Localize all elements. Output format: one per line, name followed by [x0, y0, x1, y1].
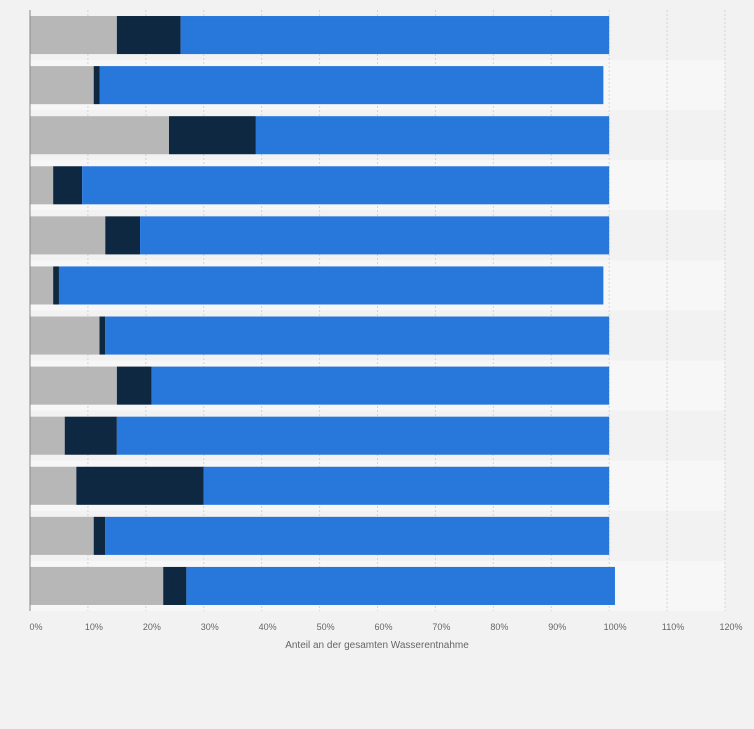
bar-segment-2[interactable]	[76, 466, 204, 505]
bar-segment-1[interactable]	[30, 216, 106, 255]
bar-segment-1[interactable]	[30, 316, 100, 355]
bar-segment-3[interactable]	[58, 266, 604, 305]
bar-segment-3[interactable]	[99, 66, 604, 105]
x-tick-label: 60%	[374, 622, 392, 632]
bar-segment-2[interactable]	[53, 266, 59, 305]
bar-segment-1[interactable]	[30, 466, 77, 505]
x-tick-label: 70%	[432, 622, 450, 632]
bar-segment-2[interactable]	[53, 166, 83, 205]
bars	[30, 16, 615, 605]
bar-segment-2[interactable]	[163, 566, 187, 605]
x-tick-label: 20%	[143, 622, 161, 632]
x-tick-labels: 0% 10% 20% 30% 40% 50% 60% 70% 80% 90% 100% 110% 120…	[29, 622, 742, 632]
bar-segment-2[interactable]	[93, 66, 100, 105]
bar-segment-1[interactable]	[30, 16, 117, 55]
bar-segment-3[interactable]	[255, 116, 610, 155]
x-tick-label: 10%	[85, 622, 103, 632]
x-tick-label: 120%	[719, 622, 742, 632]
x-tick-label: 40%	[259, 622, 277, 632]
x-tick-label: 30%	[201, 622, 219, 632]
bar-segment-3[interactable]	[105, 316, 610, 355]
bar-segment-1[interactable]	[30, 416, 65, 455]
bar-segment-1[interactable]	[30, 516, 94, 555]
x-axis-title: Anteil an der gesamten Wasserentnahme	[285, 640, 469, 651]
x-tick-label: 50%	[317, 622, 335, 632]
x-tick-label: 90%	[548, 622, 566, 632]
bar-segment-3[interactable]	[203, 466, 610, 505]
bar-segment-1[interactable]	[30, 266, 54, 305]
bar-segment-3[interactable]	[105, 516, 610, 555]
bar-segment-2[interactable]	[116, 366, 152, 405]
bar-segment-2[interactable]	[105, 216, 141, 255]
bar-segment-1[interactable]	[30, 166, 54, 205]
x-tick-label: 110%	[662, 622, 684, 632]
bar-segment-3[interactable]	[82, 166, 610, 205]
bar-segment-1[interactable]	[30, 366, 117, 405]
bar-segment-2[interactable]	[169, 116, 256, 155]
x-tick-label: 80%	[490, 622, 508, 632]
bar-segment-3[interactable]	[140, 216, 610, 255]
bar-segment-2[interactable]	[93, 516, 106, 555]
x-tick-label: 100%	[604, 622, 627, 632]
x-tick-label: 0%	[29, 622, 42, 632]
bar-segment-2[interactable]	[116, 16, 181, 55]
bar-segment-3[interactable]	[180, 16, 610, 55]
bar-segment-1[interactable]	[30, 66, 94, 105]
bar-segment-3[interactable]	[151, 366, 610, 405]
bar-segment-2[interactable]	[99, 316, 106, 355]
bar-segment-1[interactable]	[30, 116, 169, 155]
gridlines	[87, 10, 726, 611]
bar-segment-3[interactable]	[116, 416, 610, 455]
bar-segment-3[interactable]	[186, 566, 615, 605]
bar-segment-2[interactable]	[64, 416, 117, 455]
bar-segment-1[interactable]	[30, 566, 164, 605]
